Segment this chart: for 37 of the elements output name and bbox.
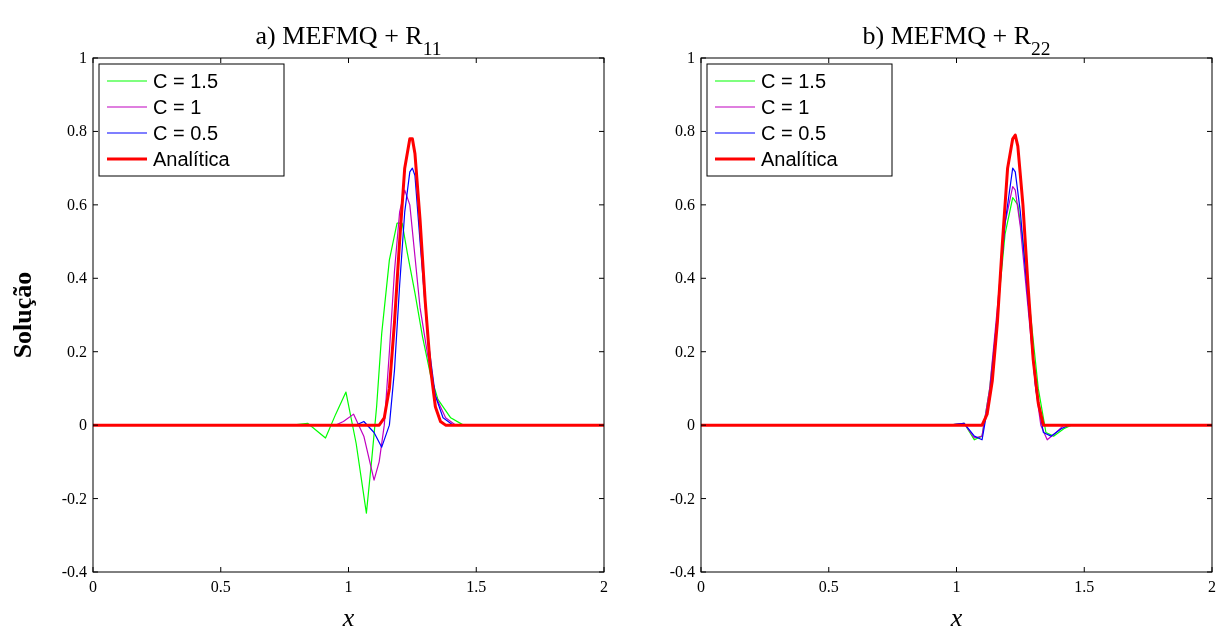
legend-label: C = 1 bbox=[153, 96, 202, 118]
x-axis-title: x bbox=[949, 603, 963, 632]
y-axis-title: Solução bbox=[8, 271, 37, 359]
y-tick-label: -0.2 bbox=[669, 489, 695, 507]
y-tick-label: -0.4 bbox=[61, 563, 87, 580]
y-tick-label: 1 bbox=[687, 49, 695, 66]
y-tick-label: -0.4 bbox=[669, 563, 695, 580]
x-tick-label: 1 bbox=[344, 578, 353, 595]
y-tick-label: 0.8 bbox=[67, 122, 87, 140]
x-tick-label: 1.5 bbox=[466, 578, 487, 595]
y-tick-label: 0.6 bbox=[675, 195, 695, 213]
y-tick-label: 0.2 bbox=[67, 342, 87, 360]
x-tick-label: 0.5 bbox=[818, 578, 839, 595]
x-tick-label: 2 bbox=[600, 578, 608, 595]
legend-label: C = 1 bbox=[761, 96, 810, 118]
y-tick-label: 0 bbox=[79, 416, 87, 434]
x-tick-label: 0.5 bbox=[210, 578, 231, 595]
y-tick-label: 0.4 bbox=[675, 269, 695, 287]
x-tick-label: 2 bbox=[1208, 578, 1216, 595]
legend-label: Analítica bbox=[153, 148, 231, 170]
x-tick-label: 1 bbox=[952, 578, 961, 595]
legend-label: C = 1.5 bbox=[761, 70, 827, 92]
y-tick-label: 0.8 bbox=[675, 122, 695, 140]
chart-title: a) MEFMQ + R$_{11}$ bbox=[255, 21, 442, 59]
x-axis-title: x bbox=[341, 603, 355, 632]
y-tick-label: 0.6 bbox=[67, 195, 87, 213]
legend-label: C = 0.5 bbox=[761, 122, 827, 144]
legend-label: C = 0.5 bbox=[153, 122, 219, 144]
legend-label: Analítica bbox=[761, 148, 839, 170]
y-tick-label: 0.2 bbox=[675, 342, 695, 360]
chart-title: b) MEFMQ + R$_{22}$ bbox=[862, 21, 1051, 59]
y-tick-label: -0.2 bbox=[61, 489, 87, 507]
legend-label: C = 1.5 bbox=[153, 70, 219, 92]
y-tick-label: 0.4 bbox=[67, 269, 87, 287]
y-tick-label: 0 bbox=[687, 416, 695, 434]
x-tick-label: 1.5 bbox=[1074, 578, 1095, 595]
y-tick-label: 1 bbox=[79, 49, 87, 66]
